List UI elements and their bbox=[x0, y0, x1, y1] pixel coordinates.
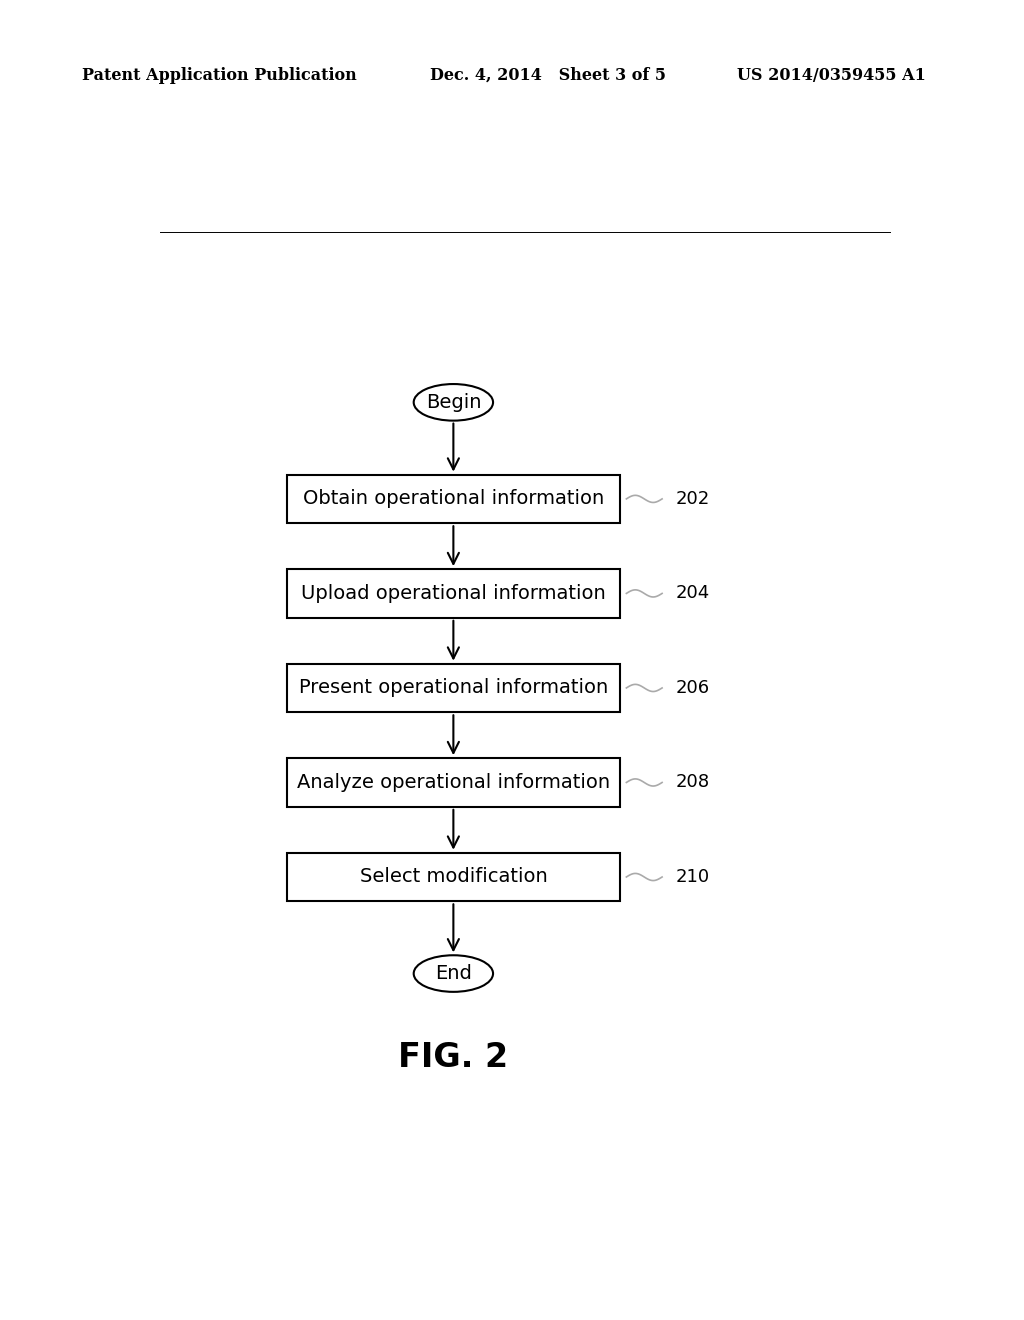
Text: Obtain operational information: Obtain operational information bbox=[303, 490, 604, 508]
Text: Patent Application Publication: Patent Application Publication bbox=[82, 66, 356, 83]
Text: Present operational information: Present operational information bbox=[299, 678, 608, 697]
Text: 208: 208 bbox=[676, 774, 710, 792]
Text: 202: 202 bbox=[676, 490, 710, 508]
Text: Upload operational information: Upload operational information bbox=[301, 583, 606, 603]
Text: 206: 206 bbox=[676, 678, 710, 697]
FancyBboxPatch shape bbox=[287, 569, 620, 618]
Text: Analyze operational information: Analyze operational information bbox=[297, 774, 610, 792]
Text: 204: 204 bbox=[676, 585, 710, 602]
Text: End: End bbox=[435, 964, 472, 983]
Text: Begin: Begin bbox=[426, 393, 481, 412]
FancyBboxPatch shape bbox=[287, 474, 620, 523]
Text: 210: 210 bbox=[676, 869, 710, 886]
Ellipse shape bbox=[414, 956, 494, 991]
Text: FIG. 2: FIG. 2 bbox=[398, 1041, 509, 1074]
Ellipse shape bbox=[414, 384, 494, 421]
FancyBboxPatch shape bbox=[287, 758, 620, 807]
FancyBboxPatch shape bbox=[287, 853, 620, 902]
FancyBboxPatch shape bbox=[287, 664, 620, 713]
Text: Dec. 4, 2014   Sheet 3 of 5: Dec. 4, 2014 Sheet 3 of 5 bbox=[430, 66, 666, 83]
Text: US 2014/0359455 A1: US 2014/0359455 A1 bbox=[737, 66, 926, 83]
Text: Select modification: Select modification bbox=[359, 867, 547, 887]
